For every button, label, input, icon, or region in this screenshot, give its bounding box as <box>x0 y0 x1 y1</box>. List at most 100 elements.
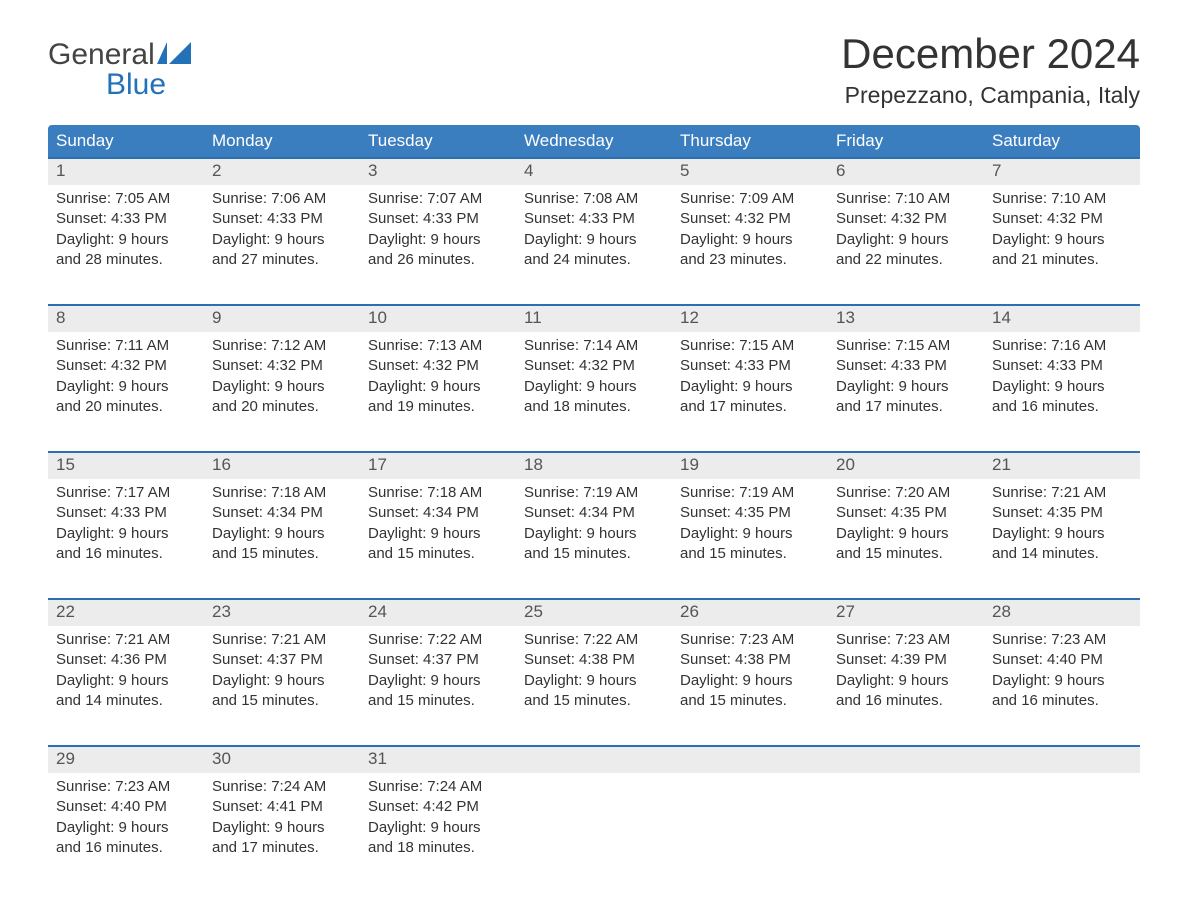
sunset-text: Sunset: 4:36 PM <box>56 650 196 670</box>
day-number: 20 <box>828 453 984 479</box>
daylight-line-1: Daylight: 9 hours <box>836 671 976 691</box>
daylight-line-2: and 15 minutes. <box>524 691 664 711</box>
daylight-line-1: Daylight: 9 hours <box>368 818 508 838</box>
sunset-text: Sunset: 4:34 PM <box>368 503 508 523</box>
day-details: Sunrise: 7:21 AMSunset: 4:37 PMDaylight:… <box>212 630 352 711</box>
sunrise-text: Sunrise: 7:18 AM <box>368 483 508 503</box>
day-details: Sunrise: 7:15 AMSunset: 4:33 PMDaylight:… <box>836 336 976 417</box>
calendar-day-empty <box>672 747 828 868</box>
sunrise-text: Sunrise: 7:10 AM <box>992 189 1132 209</box>
sunset-text: Sunset: 4:34 PM <box>212 503 352 523</box>
day-details: Sunrise: 7:19 AMSunset: 4:35 PMDaylight:… <box>680 483 820 564</box>
daylight-line-1: Daylight: 9 hours <box>212 671 352 691</box>
day-details: Sunrise: 7:09 AMSunset: 4:32 PMDaylight:… <box>680 189 820 270</box>
sunrise-text: Sunrise: 7:06 AM <box>212 189 352 209</box>
calendar-day: 27Sunrise: 7:23 AMSunset: 4:39 PMDayligh… <box>828 600 984 721</box>
sunset-text: Sunset: 4:32 PM <box>524 356 664 376</box>
day-details: Sunrise: 7:22 AMSunset: 4:37 PMDaylight:… <box>368 630 508 711</box>
calendar-day: 18Sunrise: 7:19 AMSunset: 4:34 PMDayligh… <box>516 453 672 574</box>
day-details: Sunrise: 7:13 AMSunset: 4:32 PMDaylight:… <box>368 336 508 417</box>
day-number: 10 <box>360 306 516 332</box>
sunrise-text: Sunrise: 7:08 AM <box>524 189 664 209</box>
title-block: December 2024 Prepezzano, Campania, Ital… <box>841 30 1140 119</box>
day-number: 8 <box>48 306 204 332</box>
sunrise-text: Sunrise: 7:21 AM <box>212 630 352 650</box>
day-number: 18 <box>516 453 672 479</box>
sunrise-text: Sunrise: 7:13 AM <box>368 336 508 356</box>
daylight-line-2: and 20 minutes. <box>56 397 196 417</box>
calendar-day: 28Sunrise: 7:23 AMSunset: 4:40 PMDayligh… <box>984 600 1140 721</box>
calendar-day: 23Sunrise: 7:21 AMSunset: 4:37 PMDayligh… <box>204 600 360 721</box>
day-details: Sunrise: 7:24 AMSunset: 4:42 PMDaylight:… <box>368 777 508 858</box>
calendar-day: 2Sunrise: 7:06 AMSunset: 4:33 PMDaylight… <box>204 159 360 280</box>
calendar-day: 25Sunrise: 7:22 AMSunset: 4:38 PMDayligh… <box>516 600 672 721</box>
sunset-text: Sunset: 4:33 PM <box>56 209 196 229</box>
sunset-text: Sunset: 4:33 PM <box>212 209 352 229</box>
day-details: Sunrise: 7:21 AMSunset: 4:35 PMDaylight:… <box>992 483 1132 564</box>
daylight-line-2: and 17 minutes. <box>680 397 820 417</box>
day-number: 3 <box>360 159 516 185</box>
daylight-line-1: Daylight: 9 hours <box>368 230 508 250</box>
calendar-day: 31Sunrise: 7:24 AMSunset: 4:42 PMDayligh… <box>360 747 516 868</box>
sunrise-text: Sunrise: 7:23 AM <box>56 777 196 797</box>
daylight-line-1: Daylight: 9 hours <box>524 524 664 544</box>
day-number: 5 <box>672 159 828 185</box>
sunset-text: Sunset: 4:37 PM <box>368 650 508 670</box>
daylight-line-2: and 18 minutes. <box>524 397 664 417</box>
sunrise-text: Sunrise: 7:19 AM <box>524 483 664 503</box>
sunset-text: Sunset: 4:32 PM <box>212 356 352 376</box>
daylight-line-1: Daylight: 9 hours <box>56 230 196 250</box>
daylight-line-2: and 15 minutes. <box>680 544 820 564</box>
daylight-line-2: and 15 minutes. <box>524 544 664 564</box>
daylight-line-1: Daylight: 9 hours <box>992 377 1132 397</box>
daylight-line-2: and 27 minutes. <box>212 250 352 270</box>
daylight-line-2: and 17 minutes. <box>212 838 352 858</box>
sunset-text: Sunset: 4:35 PM <box>992 503 1132 523</box>
calendar-week: 15Sunrise: 7:17 AMSunset: 4:33 PMDayligh… <box>48 451 1140 574</box>
day-number: 16 <box>204 453 360 479</box>
day-details: Sunrise: 7:23 AMSunset: 4:39 PMDaylight:… <box>836 630 976 711</box>
day-details: Sunrise: 7:17 AMSunset: 4:33 PMDaylight:… <box>56 483 196 564</box>
calendar-day: 1Sunrise: 7:05 AMSunset: 4:33 PMDaylight… <box>48 159 204 280</box>
calendar-day: 17Sunrise: 7:18 AMSunset: 4:34 PMDayligh… <box>360 453 516 574</box>
sunset-text: Sunset: 4:32 PM <box>992 209 1132 229</box>
sunset-text: Sunset: 4:38 PM <box>680 650 820 670</box>
calendar-day: 8 Sunrise: 7:11 AMSunset: 4:32 PMDaylight… <box>48 306 204 427</box>
day-header: Sunday <box>48 125 204 157</box>
day-number: 4 <box>516 159 672 185</box>
sunrise-text: Sunrise: 7:07 AM <box>368 189 508 209</box>
day-number-empty <box>828 747 984 773</box>
day-number: 21 <box>984 453 1140 479</box>
sunrise-text: Sunrise: 7:21 AM <box>992 483 1132 503</box>
sunset-text: Sunset: 4:37 PM <box>212 650 352 670</box>
calendar-week: 22Sunrise: 7:21 AMSunset: 4:36 PMDayligh… <box>48 598 1140 721</box>
calendar-day: 19Sunrise: 7:19 AMSunset: 4:35 PMDayligh… <box>672 453 828 574</box>
calendar-day-empty <box>984 747 1140 868</box>
sunset-text: Sunset: 4:38 PM <box>524 650 664 670</box>
sunset-text: Sunset: 4:40 PM <box>992 650 1132 670</box>
daylight-line-2: and 16 minutes. <box>836 691 976 711</box>
day-header: Friday <box>828 125 984 157</box>
calendar-day: 4Sunrise: 7:08 AMSunset: 4:33 PMDaylight… <box>516 159 672 280</box>
calendar-day: 6Sunrise: 7:10 AMSunset: 4:32 PMDaylight… <box>828 159 984 280</box>
daylight-line-1: Daylight: 9 hours <box>56 377 196 397</box>
calendar-day-headers: SundayMondayTuesdayWednesdayThursdayFrid… <box>48 125 1140 157</box>
calendar-day: 3Sunrise: 7:07 AMSunset: 4:33 PMDaylight… <box>360 159 516 280</box>
sunrise-text: Sunrise: 7:24 AM <box>212 777 352 797</box>
sunset-text: Sunset: 4:32 PM <box>56 356 196 376</box>
calendar-day-empty <box>516 747 672 868</box>
day-number: 28 <box>984 600 1140 626</box>
brand-flag-icon <box>157 40 191 70</box>
daylight-line-2: and 15 minutes. <box>680 691 820 711</box>
daylight-line-2: and 23 minutes. <box>680 250 820 270</box>
calendar-week: 8 Sunrise: 7:11 AMSunset: 4:32 PMDaylight… <box>48 304 1140 427</box>
calendar-day: 15Sunrise: 7:17 AMSunset: 4:33 PMDayligh… <box>48 453 204 574</box>
sunrise-text: Sunrise: 7:16 AM <box>992 336 1132 356</box>
sunset-text: Sunset: 4:40 PM <box>56 797 196 817</box>
sunrise-text: Sunrise: 7:24 AM <box>368 777 508 797</box>
sunset-text: Sunset: 4:32 PM <box>680 209 820 229</box>
day-details: Sunrise: 7:11 AMSunset: 4:32 PMDaylight:… <box>56 336 196 417</box>
daylight-line-1: Daylight: 9 hours <box>524 377 664 397</box>
daylight-line-1: Daylight: 9 hours <box>212 818 352 838</box>
daylight-line-1: Daylight: 9 hours <box>212 377 352 397</box>
